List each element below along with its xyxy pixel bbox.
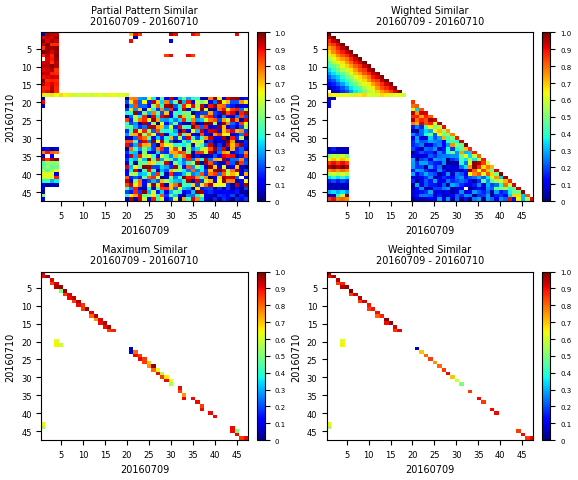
Title: Weighted Similar
20160709 - 20160710: Weighted Similar 20160709 - 20160710 [376,244,484,266]
X-axis label: 20160709: 20160709 [405,465,455,474]
Y-axis label: 20160710: 20160710 [291,93,301,142]
Title: Wighted Similar
20160709 - 20160710: Wighted Similar 20160709 - 20160710 [376,6,484,27]
Title: Partial Pattern Similar
20160709 - 20160710: Partial Pattern Similar 20160709 - 20160… [90,6,199,27]
Y-axis label: 20160710: 20160710 [6,332,16,381]
Title: Maximum Similar
20160709 - 20160710: Maximum Similar 20160709 - 20160710 [90,244,199,266]
X-axis label: 20160709: 20160709 [120,465,169,474]
Y-axis label: 20160710: 20160710 [6,93,16,142]
Y-axis label: 20160710: 20160710 [291,332,301,381]
X-axis label: 20160709: 20160709 [405,226,455,236]
X-axis label: 20160709: 20160709 [120,226,169,236]
